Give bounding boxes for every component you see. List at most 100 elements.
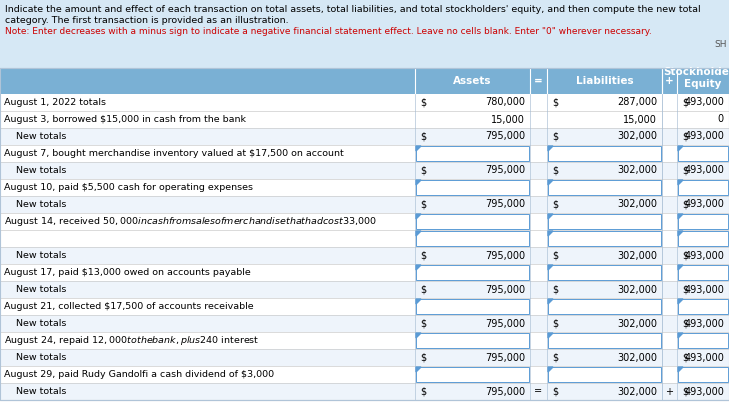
Text: 15,000: 15,000 xyxy=(623,114,657,124)
Bar xyxy=(678,265,728,280)
Text: Note: Enter decreases with a minus sign to indicate a negative financial stateme: Note: Enter decreases with a minus sign … xyxy=(5,27,652,36)
Text: 795,000: 795,000 xyxy=(485,285,525,295)
Bar xyxy=(416,146,529,161)
Bar xyxy=(548,265,661,280)
Bar xyxy=(0,68,729,400)
Bar xyxy=(416,265,529,280)
Text: 795,000: 795,000 xyxy=(485,352,525,362)
Text: Stockholder's
Equity: Stockholder's Equity xyxy=(663,67,729,88)
Text: $: $ xyxy=(552,318,558,328)
Text: 493,000: 493,000 xyxy=(684,98,724,108)
Bar xyxy=(0,264,729,281)
Text: =: = xyxy=(534,386,542,396)
Text: =: = xyxy=(534,76,543,86)
Bar xyxy=(0,332,729,349)
Text: $: $ xyxy=(682,352,688,362)
Bar xyxy=(416,214,529,229)
Text: 493,000: 493,000 xyxy=(684,318,724,328)
Bar xyxy=(416,367,529,382)
Text: 493,000: 493,000 xyxy=(684,199,724,210)
Text: New totals: New totals xyxy=(10,166,66,175)
Bar xyxy=(548,333,661,348)
Bar xyxy=(548,146,661,161)
Text: $: $ xyxy=(682,199,688,210)
Text: SH: SH xyxy=(714,40,727,49)
Text: $: $ xyxy=(552,98,558,108)
Polygon shape xyxy=(416,265,421,270)
Polygon shape xyxy=(416,180,421,185)
Bar xyxy=(548,231,661,246)
Bar xyxy=(0,94,729,111)
Text: +: + xyxy=(665,76,674,86)
Bar xyxy=(0,145,729,162)
Text: 302,000: 302,000 xyxy=(617,199,657,210)
Text: 795,000: 795,000 xyxy=(485,386,525,396)
Bar xyxy=(0,179,729,196)
Polygon shape xyxy=(678,214,683,219)
Text: $: $ xyxy=(420,285,426,295)
Text: August 7, bought merchandise inventory valued at $17,500 on account: August 7, bought merchandise inventory v… xyxy=(4,149,344,158)
Text: 302,000: 302,000 xyxy=(617,386,657,396)
Bar xyxy=(548,367,661,382)
Bar xyxy=(0,366,729,383)
Text: August 3, borrowed $15,000 in cash from the bank: August 3, borrowed $15,000 in cash from … xyxy=(4,115,246,124)
Text: 493,000: 493,000 xyxy=(684,166,724,176)
Bar xyxy=(678,299,728,314)
Text: $: $ xyxy=(420,251,426,261)
Polygon shape xyxy=(416,231,421,236)
Text: $: $ xyxy=(552,386,558,396)
Polygon shape xyxy=(678,180,683,185)
Text: 302,000: 302,000 xyxy=(617,318,657,328)
Text: 795,000: 795,000 xyxy=(485,318,525,328)
Text: 287,000: 287,000 xyxy=(617,98,657,108)
Polygon shape xyxy=(678,265,683,270)
Text: August 17, paid $13,000 owed on accounts payable: August 17, paid $13,000 owed on accounts… xyxy=(4,268,251,277)
Polygon shape xyxy=(548,265,553,270)
Bar xyxy=(0,247,729,264)
Text: $: $ xyxy=(420,199,426,210)
Bar xyxy=(678,214,728,229)
Text: Assets: Assets xyxy=(453,76,492,86)
Text: August 1, 2022 totals: August 1, 2022 totals xyxy=(4,98,106,107)
Text: 302,000: 302,000 xyxy=(617,352,657,362)
Polygon shape xyxy=(678,367,683,372)
Polygon shape xyxy=(416,367,421,372)
Text: 302,000: 302,000 xyxy=(617,285,657,295)
Text: 795,000: 795,000 xyxy=(485,251,525,261)
Text: New totals: New totals xyxy=(10,285,66,294)
Bar xyxy=(416,299,529,314)
Bar xyxy=(0,111,729,128)
Bar xyxy=(0,349,729,366)
Text: $: $ xyxy=(682,132,688,142)
Bar xyxy=(0,128,729,145)
Text: August 29, paid Rudy Gandolfi a cash dividend of $3,000: August 29, paid Rudy Gandolfi a cash div… xyxy=(4,370,274,379)
Text: August 14, received $50,000 in cash from sales of merchandise that had cost $33,: August 14, received $50,000 in cash from… xyxy=(4,215,377,228)
Polygon shape xyxy=(678,146,683,151)
Bar xyxy=(678,180,728,195)
Bar xyxy=(548,299,661,314)
Text: $: $ xyxy=(420,352,426,362)
Polygon shape xyxy=(548,231,553,236)
Text: 493,000: 493,000 xyxy=(684,285,724,295)
Bar xyxy=(0,162,729,179)
Bar xyxy=(678,231,728,246)
Bar xyxy=(678,333,728,348)
Text: $: $ xyxy=(552,251,558,261)
Text: $: $ xyxy=(552,166,558,176)
Text: $: $ xyxy=(682,251,688,261)
Polygon shape xyxy=(416,146,421,151)
Text: 302,000: 302,000 xyxy=(617,166,657,176)
Polygon shape xyxy=(548,367,553,372)
Bar xyxy=(0,383,729,400)
Bar xyxy=(678,146,728,161)
Text: August 10, paid $5,500 cash for operating expenses: August 10, paid $5,500 cash for operatin… xyxy=(4,183,253,192)
Polygon shape xyxy=(678,333,683,338)
Text: 493,000: 493,000 xyxy=(684,132,724,142)
Text: $: $ xyxy=(420,318,426,328)
Text: +: + xyxy=(666,386,674,396)
Bar xyxy=(0,298,729,315)
Bar xyxy=(0,213,729,230)
Text: $: $ xyxy=(420,386,426,396)
Text: 795,000: 795,000 xyxy=(485,199,525,210)
Text: $: $ xyxy=(552,285,558,295)
